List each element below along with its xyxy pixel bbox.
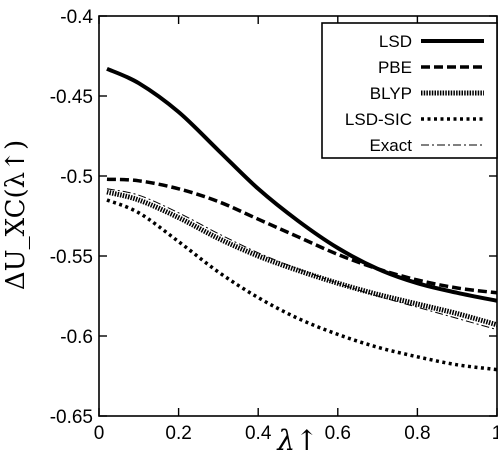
y-tick-label: -0.6 [60, 327, 93, 348]
x-tick-label: 0.2 [165, 423, 191, 444]
legend-label-blyp: BLYP [370, 84, 412, 103]
y-tick-label: -0.45 [50, 87, 93, 108]
series-group [106, 66, 498, 372]
legend-label-lsd: LSD [379, 32, 412, 51]
x-tick-label: 1 [492, 423, 498, 444]
series-line-exact [106, 188, 498, 331]
axis-ticks: 0 0.2 0.4 0.6 0.8 1 -0.4 -0.45 -0.5 -0.55 -0.6 -0.6… [50, 7, 498, 444]
x-tick-label: 0.4 [245, 423, 272, 444]
legend-label-pbe: PBE [378, 58, 412, 77]
x-axis-label: λ↑ [276, 424, 318, 457]
y-tick-label: -0.5 [60, 167, 93, 188]
x-tick-label: 0 [94, 423, 105, 444]
legend-label-lsd-sic: LSD-SIC [345, 110, 412, 129]
plot-frame [98, 15, 498, 417]
y-axis-label: ΔU_XC(λ↑) [1, 140, 31, 290]
x-tick-label: 0.6 [325, 423, 351, 444]
y-tick-label: -0.55 [50, 247, 93, 268]
series-line-blyp [106, 189, 498, 328]
y-tick-label: -0.4 [60, 7, 93, 28]
series-line-lsd [106, 66, 498, 303]
x-tick-label: 0.8 [404, 423, 430, 444]
series-line-pbe [106, 177, 498, 295]
legend: LSD PBE BLYP LSD-SIC Exact [321, 22, 498, 159]
legend-label-exact: Exact [369, 136, 412, 155]
y-tick-label: -0.65 [50, 407, 93, 428]
